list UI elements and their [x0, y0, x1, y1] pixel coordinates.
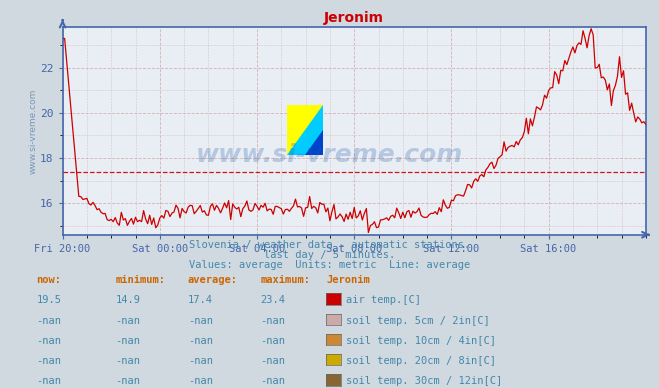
Text: -nan: -nan	[260, 356, 285, 366]
Text: minimum:: minimum:	[115, 275, 165, 285]
Text: -nan: -nan	[115, 356, 140, 366]
Text: -nan: -nan	[188, 356, 213, 366]
Text: Jeronim: Jeronim	[326, 275, 370, 285]
Text: 14.9: 14.9	[115, 295, 140, 305]
Text: 17.4: 17.4	[188, 295, 213, 305]
Text: www.si-vreme.com: www.si-vreme.com	[196, 143, 463, 167]
Text: -nan: -nan	[36, 376, 61, 386]
Text: soil temp. 10cm / 4in[C]: soil temp. 10cm / 4in[C]	[346, 336, 496, 346]
Text: -nan: -nan	[260, 376, 285, 386]
Polygon shape	[287, 105, 323, 155]
Text: last day / 5 minutes.: last day / 5 minutes.	[264, 250, 395, 260]
Text: now:: now:	[36, 275, 61, 285]
Text: Values: average  Units: metric  Line: average: Values: average Units: metric Line: aver…	[189, 260, 470, 270]
Text: -nan: -nan	[115, 315, 140, 326]
Text: -nan: -nan	[115, 376, 140, 386]
Text: -nan: -nan	[260, 315, 285, 326]
Text: -nan: -nan	[260, 336, 285, 346]
Text: soil temp. 30cm / 12in[C]: soil temp. 30cm / 12in[C]	[346, 376, 502, 386]
Text: -nan: -nan	[188, 336, 213, 346]
Text: -nan: -nan	[36, 336, 61, 346]
Text: -nan: -nan	[188, 376, 213, 386]
Text: -nan: -nan	[188, 315, 213, 326]
Text: 23.4: 23.4	[260, 295, 285, 305]
Text: Slovenia / weather data - automatic stations.: Slovenia / weather data - automatic stat…	[189, 240, 470, 250]
Text: soil temp. 20cm / 8in[C]: soil temp. 20cm / 8in[C]	[346, 356, 496, 366]
Polygon shape	[304, 130, 323, 155]
Text: -nan: -nan	[36, 315, 61, 326]
Text: maximum:: maximum:	[260, 275, 310, 285]
Text: 19.5: 19.5	[36, 295, 61, 305]
Polygon shape	[287, 105, 323, 155]
Text: -nan: -nan	[115, 336, 140, 346]
Text: average:: average:	[188, 275, 238, 285]
Text: soil temp. 5cm / 2in[C]: soil temp. 5cm / 2in[C]	[346, 315, 490, 326]
Text: -nan: -nan	[36, 356, 61, 366]
Text: air temp.[C]: air temp.[C]	[346, 295, 421, 305]
Title: Jeronim: Jeronim	[324, 10, 384, 24]
Y-axis label: www.si-vreme.com: www.si-vreme.com	[28, 88, 38, 174]
